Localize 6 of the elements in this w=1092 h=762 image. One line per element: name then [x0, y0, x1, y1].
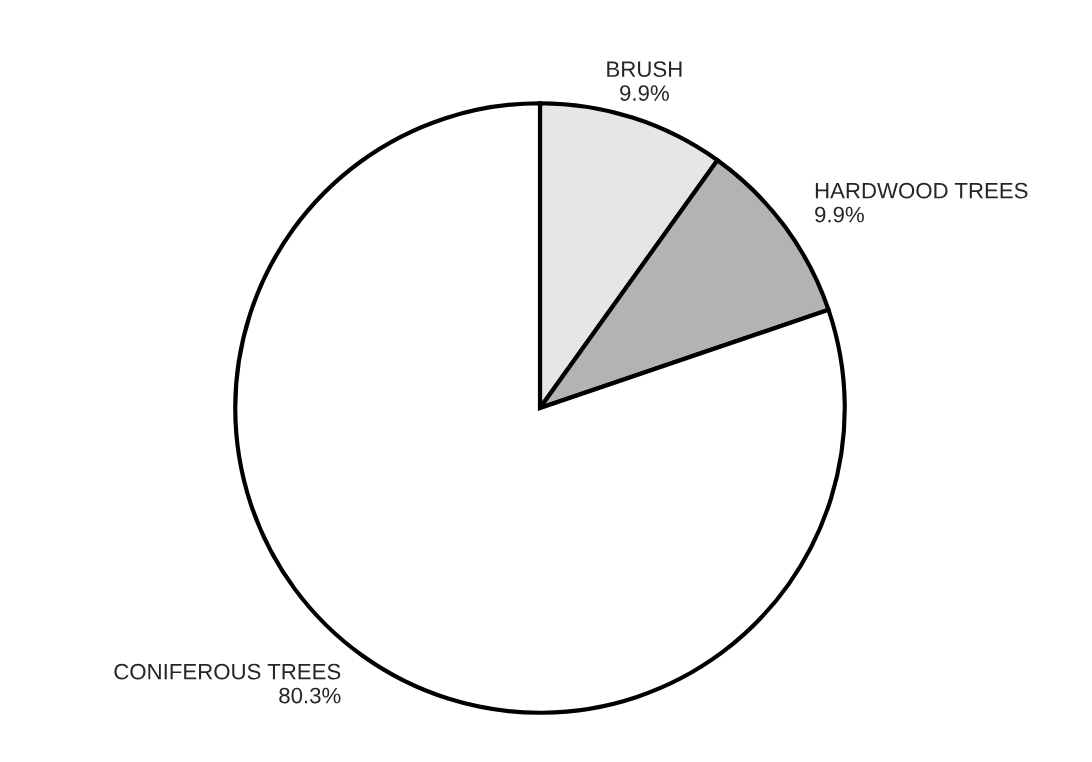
slice-label: CONIFEROUS TREES — [114, 663, 341, 680]
data-label: 80.3% — [279, 687, 341, 704]
slice-label: BRUSH — [607, 61, 682, 78]
data-label: 9.9% — [620, 85, 669, 101]
slice-label: HARDWOOD TREES — [815, 182, 1028, 199]
data-label: 9.9% — [815, 206, 864, 223]
